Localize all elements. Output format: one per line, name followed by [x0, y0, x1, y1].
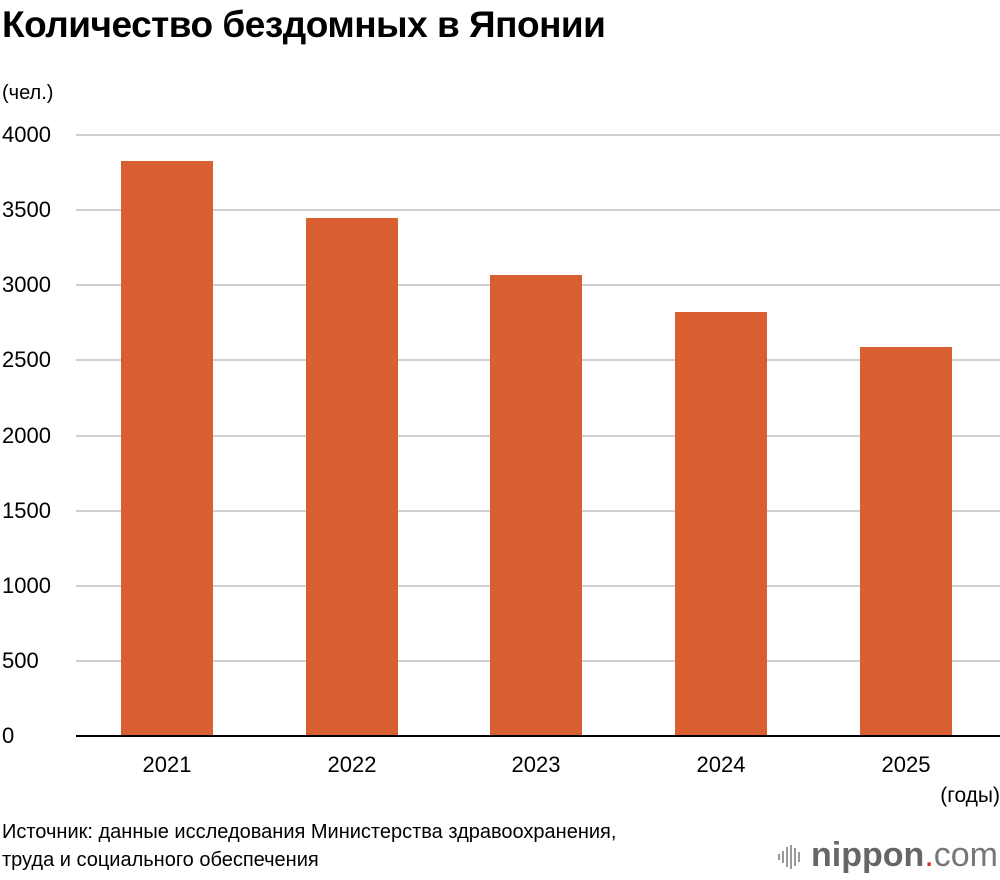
- source-line-2: труда и социального обеспечения: [2, 849, 319, 871]
- y-tick-label: 2500: [2, 347, 51, 373]
- y-axis-unit: (чел.): [2, 82, 54, 104]
- y-tick-label: 3500: [2, 197, 51, 223]
- y-tick-label: 500: [2, 647, 39, 673]
- bar-2023: [490, 275, 582, 736]
- source-line-1: Источник: данные исследования Министерст…: [2, 821, 617, 843]
- y-tick-label: 3000: [2, 272, 51, 298]
- bar-2024: [675, 312, 767, 736]
- logo-dot: .: [924, 836, 934, 874]
- bar-2025: [860, 346, 952, 736]
- x-axis-unit: (годы): [940, 784, 1000, 807]
- x-tick-label: 2025: [881, 752, 931, 777]
- y-tick-label: 4000: [2, 122, 51, 147]
- x-tick-label: 2022: [327, 752, 377, 777]
- y-tick-label: 0: [2, 723, 15, 748]
- gridline: [76, 209, 1000, 212]
- x-tick-label: 2021: [142, 752, 192, 777]
- x-tick-label: 2023: [511, 752, 561, 777]
- bar-2022: [306, 217, 398, 736]
- x-tick-label: 2024: [696, 752, 746, 777]
- y-tick-label: 2000: [2, 422, 51, 448]
- gridline: [76, 134, 1000, 136]
- bar-2021: [121, 161, 213, 736]
- x-axis-line: [76, 735, 1000, 737]
- y-tick-label: 1000: [2, 572, 51, 598]
- logo-name: nippon: [811, 836, 925, 874]
- y-tick-label: 1500: [2, 497, 51, 523]
- nippon-logo: nippon.com: [777, 836, 998, 875]
- source-note: Источник: данные исследования Министерст…: [2, 818, 616, 874]
- sound-wave-icon: [778, 845, 801, 870]
- chart-title: Количество бездомных в Японии: [2, 4, 606, 45]
- logo-tld: com: [933, 836, 998, 874]
